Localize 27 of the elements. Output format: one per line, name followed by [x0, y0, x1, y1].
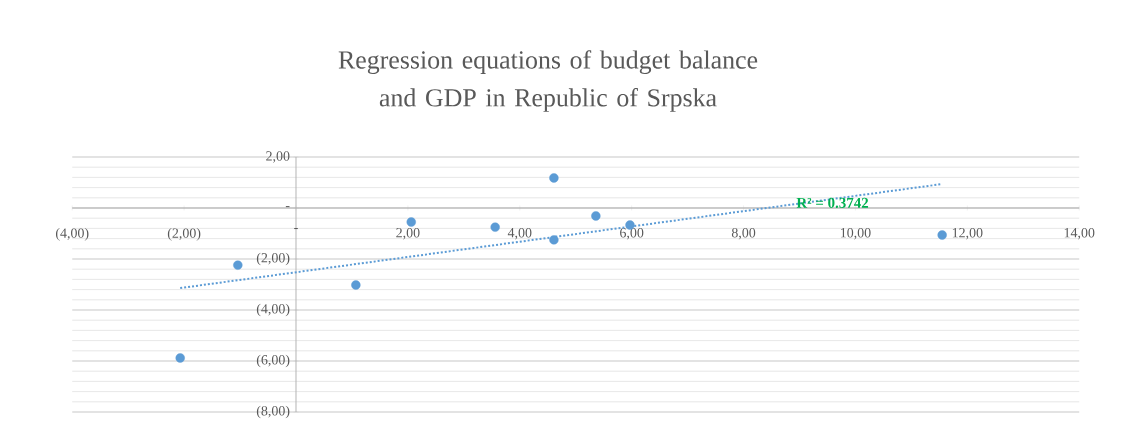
x-tick-label: 2,00: [396, 228, 420, 240]
y-tick-label: (4,00): [256, 303, 290, 317]
point: [591, 211, 601, 221]
x-tick-label: 14,00: [1064, 228, 1095, 240]
x-tick-label: 6,00: [620, 228, 644, 240]
point: [549, 173, 559, 183]
x-tick-label: 8,00: [731, 228, 756, 240]
chart-title: Regression equations of budget balance and GDP in Republic of Srpska: [338, 50, 758, 112]
y-tick-label: (2,00): [256, 252, 290, 266]
x-tick-label: 4,00: [507, 228, 532, 240]
y-tick-label: -: [285, 206, 290, 208]
point: [549, 235, 559, 245]
x-tick-label: -: [294, 228, 298, 230]
x-tick-label: 10,00: [840, 228, 871, 240]
y-tick-label: (6,00): [256, 354, 290, 368]
x-tick-label: 12,00: [952, 228, 983, 240]
x-tick-label: (2,00): [167, 228, 201, 241]
point: [351, 280, 361, 290]
x-tick-label: (4,00): [55, 228, 89, 241]
point: [490, 222, 500, 232]
point: [937, 230, 947, 240]
y-tick-label: (8,00): [256, 405, 290, 419]
y-tick-label: 2,00: [266, 151, 290, 163]
point: [406, 217, 416, 227]
annotation: R² = 0.3742: [796, 197, 869, 208]
point: [175, 353, 185, 363]
point: [233, 260, 243, 270]
